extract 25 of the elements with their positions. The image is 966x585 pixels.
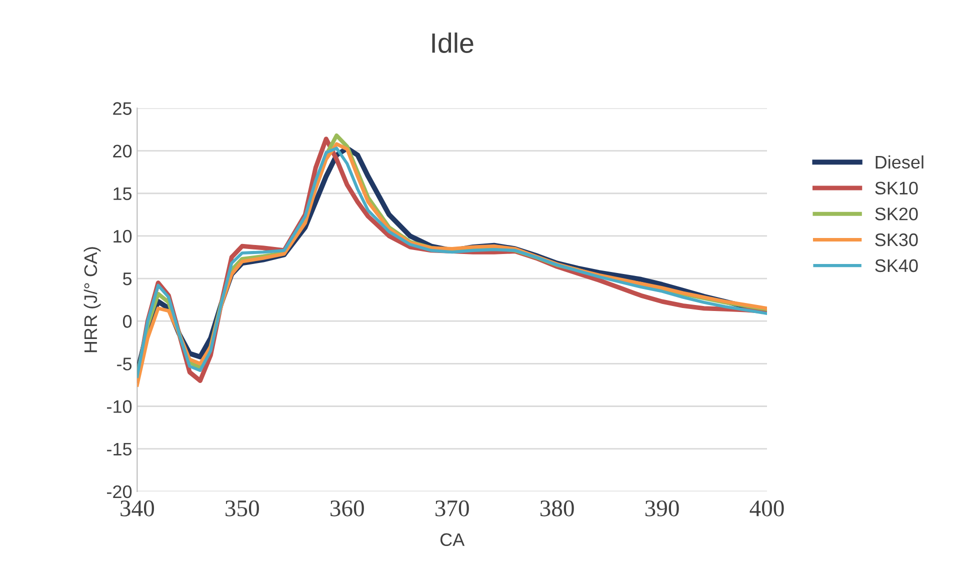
x-tick-label: 380 bbox=[540, 500, 574, 516]
y-tick-label: -15 bbox=[107, 442, 132, 456]
x-tick-label: 340 bbox=[120, 500, 154, 516]
legend-label: SK40 bbox=[875, 259, 918, 272]
y-tick-label: 5 bbox=[122, 272, 132, 286]
y-axis-title: HRR (J/° CA) bbox=[84, 247, 101, 352]
x-tick-label: 390 bbox=[645, 500, 679, 516]
y-tick-label: 0 bbox=[122, 315, 132, 328]
y-tick-label: -5 bbox=[117, 358, 132, 370]
legend-label: Diesel bbox=[876, 155, 924, 169]
y-tick-label: -20 bbox=[107, 485, 132, 498]
x-tick-label: 370 bbox=[436, 500, 469, 516]
x-tick-label: 400 bbox=[750, 500, 784, 516]
y-tick-label: -10 bbox=[107, 400, 132, 413]
x-tick-label: 360 bbox=[330, 500, 364, 516]
y-tick-label: 25 bbox=[113, 102, 132, 115]
y-tick-label: 15 bbox=[114, 187, 132, 200]
chart-title: Idle bbox=[432, 32, 474, 53]
y-tick-label: 20 bbox=[113, 144, 132, 158]
legend-label: SK30 bbox=[875, 233, 918, 246]
x-tick-label: 350 bbox=[226, 500, 259, 516]
legend-label: SK10 bbox=[875, 182, 918, 194]
legend-label: SK20 bbox=[875, 208, 918, 220]
x-axis-title: CA bbox=[440, 533, 465, 546]
y-tick-label: 10 bbox=[114, 230, 132, 243]
